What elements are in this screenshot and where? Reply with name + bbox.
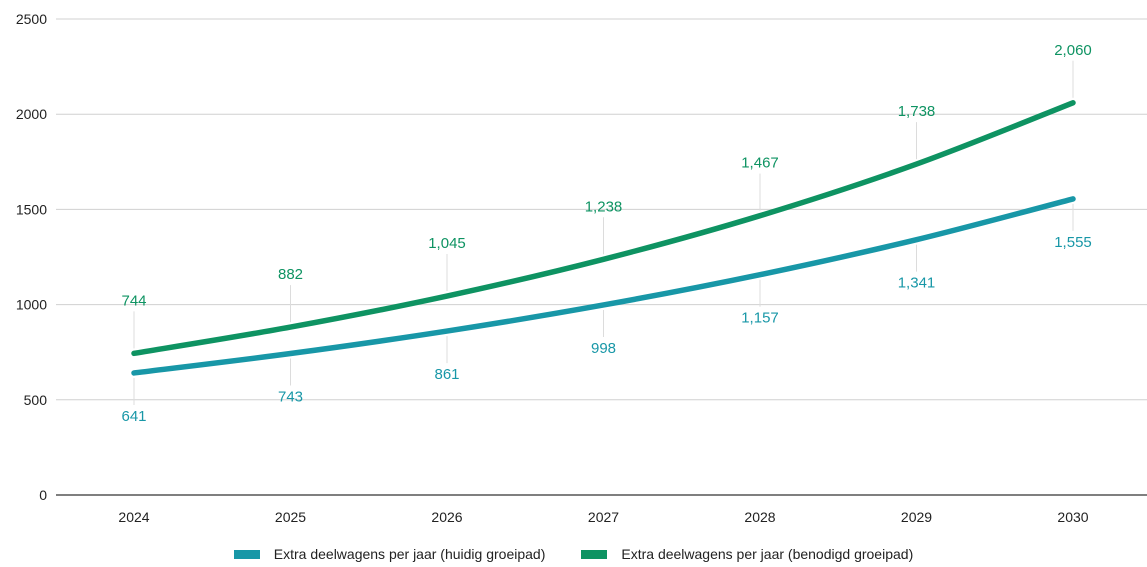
x-tick-label-2028: 2028 xyxy=(744,509,775,525)
y-tick-label-2500: 2500 xyxy=(16,11,47,27)
label-leader-lines xyxy=(133,60,1074,405)
data-labels: 641 743 861 998 1,157 1,341 1,555 744 882 1,045 1,… xyxy=(121,42,1091,425)
data-label-0-2026: 861 xyxy=(434,366,459,383)
x-tick-label-2027: 2027 xyxy=(588,509,619,525)
x-tick-label-2030: 2030 xyxy=(1057,509,1088,525)
legend-label-huidig: Extra deelwagens per jaar (huidig groeip… xyxy=(273,546,546,562)
data-label-0-2024: 641 xyxy=(121,408,146,425)
data-label-0-2028: 1,157 xyxy=(741,310,779,327)
series-line-1 xyxy=(131,100,1076,357)
x-tick-label-2024: 2024 xyxy=(118,509,149,525)
data-label-1-2030: 2,060 xyxy=(1054,42,1092,59)
data-label-1-2029: 1,738 xyxy=(898,103,936,120)
data-label-1-2027: 1,238 xyxy=(585,198,623,215)
data-label-0-2029: 1,341 xyxy=(898,275,936,292)
data-label-1-2024: 744 xyxy=(121,292,146,309)
legend-item-benodigd[interactable]: Extra deelwagens per jaar (benodigd groe… xyxy=(581,546,913,562)
legend-swatch-huidig xyxy=(233,549,260,559)
series-line-0 xyxy=(131,196,1076,376)
data-label-1-2028: 1,467 xyxy=(741,155,779,172)
legend: Extra deelwagens per jaar (huidig groeip… xyxy=(0,546,1147,562)
data-label-0-2027: 998 xyxy=(591,340,616,357)
y-tick-label-2000: 2000 xyxy=(16,106,47,122)
x-tick-label-2025: 2025 xyxy=(275,509,306,525)
legend-item-huidig[interactable]: Extra deelwagens per jaar (huidig groeip… xyxy=(233,546,546,562)
x-tick-label-2029: 2029 xyxy=(901,509,932,525)
y-tick-label-1500: 1500 xyxy=(16,201,47,217)
y-tick-label-1000: 1000 xyxy=(16,297,47,313)
data-label-1-2026: 1,045 xyxy=(428,235,466,252)
data-label-0-2025: 743 xyxy=(278,389,303,406)
y-tick-label-0: 0 xyxy=(39,487,47,503)
series-lines xyxy=(131,100,1076,376)
legend-label-benodigd: Extra deelwagens per jaar (benodigd groe… xyxy=(621,546,914,562)
x-tick-label-2026: 2026 xyxy=(431,509,462,525)
data-label-0-2030: 1,555 xyxy=(1054,234,1092,251)
data-label-1-2025: 882 xyxy=(278,266,303,283)
y-axis-ticks: 0 500 1000 1500 2000 2500 xyxy=(16,11,47,503)
x-axis-ticks: 2024 2025 2026 2027 2028 2029 2030 xyxy=(118,509,1088,525)
y-tick-label-500: 500 xyxy=(24,392,48,408)
legend-swatch-benodigd xyxy=(581,549,608,559)
